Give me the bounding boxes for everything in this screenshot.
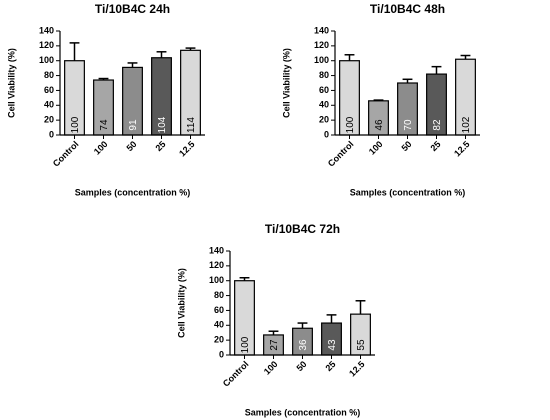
value-label: 55 <box>356 339 367 351</box>
y-tick-label: 100 <box>39 55 54 65</box>
x-tick-label: 100 <box>367 139 385 157</box>
y-tick-label: 140 <box>314 25 329 35</box>
x-tick-label: 12.5 <box>452 139 471 158</box>
x-axis-label: Samples (concentration %) <box>75 187 191 197</box>
chart-title: Ti/10B4C 72h <box>265 222 340 236</box>
y-axis-label: Cell Viability (%) <box>176 268 186 338</box>
x-axis-label: Samples (concentration %) <box>245 407 361 417</box>
y-tick-label: 140 <box>39 25 54 35</box>
x-tick-label: Control <box>326 139 356 169</box>
value-label: 74 <box>99 119 110 131</box>
y-tick-label: 120 <box>314 40 329 50</box>
x-tick-label: 12.5 <box>177 139 196 158</box>
y-tick-label: 60 <box>319 85 329 95</box>
value-label: 82 <box>432 119 443 131</box>
value-label: 27 <box>269 339 280 351</box>
y-tick-label: 0 <box>219 349 224 359</box>
chart-panel: Ti/10B4C 48h Cell Viability (%) Samples (c… <box>281 2 480 197</box>
y-tick-label: 120 <box>39 40 54 50</box>
x-tick-label: 100 <box>262 359 280 377</box>
y-tick-label: 80 <box>319 70 329 80</box>
chart-panel: Ti/10B4C 72h Cell Viability (%) Samples (c… <box>176 222 375 417</box>
x-tick-label: Control <box>221 359 251 389</box>
y-tick-label: 0 <box>324 129 329 139</box>
y-tick-label: 100 <box>314 55 329 65</box>
y-tick-label: 20 <box>44 115 54 125</box>
y-tick-label: 0 <box>49 129 54 139</box>
x-tick-label: Control <box>51 139 81 169</box>
y-tick-label: 100 <box>209 275 224 285</box>
y-tick-label: 60 <box>44 85 54 95</box>
value-label: 46 <box>374 119 385 131</box>
x-tick-label: 50 <box>124 139 138 153</box>
value-label: 100 <box>240 336 251 353</box>
value-label: 36 <box>298 339 309 351</box>
value-label: 70 <box>403 119 414 131</box>
x-tick-label: 25 <box>428 139 442 153</box>
x-tick-label: 50 <box>399 139 413 153</box>
chart-title: Ti/10B4C 24h <box>95 2 170 16</box>
value-label: 104 <box>157 116 168 133</box>
x-tick-label: 25 <box>323 359 337 373</box>
x-tick-label: 50 <box>294 359 308 373</box>
y-tick-label: 20 <box>214 335 224 345</box>
y-tick-label: 80 <box>44 70 54 80</box>
value-label: 102 <box>461 116 472 133</box>
y-tick-label: 80 <box>214 290 224 300</box>
y-tick-label: 40 <box>214 320 224 330</box>
chart-panel: Ti/10B4C 24h Cell Viability (%) Samples (c… <box>6 2 205 197</box>
value-label: 91 <box>128 119 139 131</box>
y-tick-label: 40 <box>44 100 54 110</box>
value-label: 43 <box>327 339 338 351</box>
value-label: 100 <box>70 116 81 133</box>
x-tick-label: 12.5 <box>347 359 366 378</box>
y-tick-label: 20 <box>319 115 329 125</box>
x-axis-label: Samples (concentration %) <box>350 187 466 197</box>
x-tick-label: 25 <box>153 139 167 153</box>
chart-title: Ti/10B4C 48h <box>370 2 445 16</box>
y-tick-label: 120 <box>209 260 224 270</box>
y-tick-label: 60 <box>214 305 224 315</box>
value-label: 100 <box>345 116 356 133</box>
value-label: 114 <box>186 117 197 133</box>
y-axis-label: Cell Viability (%) <box>6 48 16 118</box>
y-tick-label: 140 <box>209 245 224 255</box>
y-axis-label: Cell Viability (%) <box>281 48 291 118</box>
x-tick-label: 100 <box>92 139 110 157</box>
y-tick-label: 40 <box>319 100 329 110</box>
